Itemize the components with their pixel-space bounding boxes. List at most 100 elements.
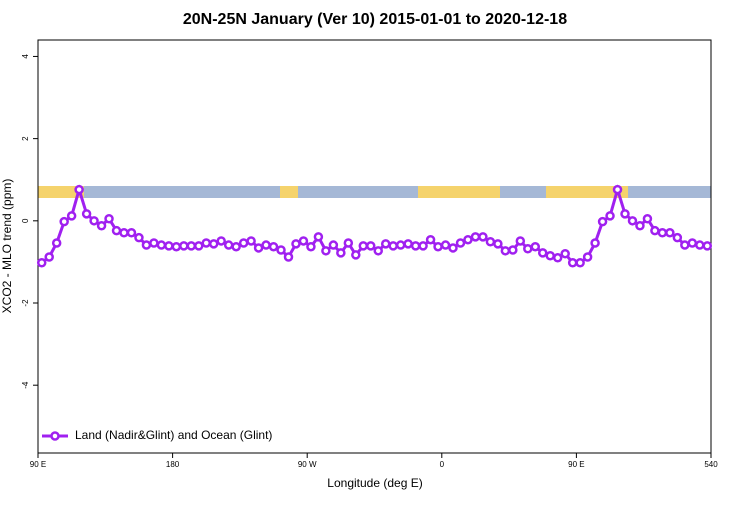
- data-point: [665, 227, 675, 238]
- data-point: [74, 184, 84, 195]
- data-point: [418, 241, 428, 251]
- data-point: [493, 239, 503, 249]
- data-point: [313, 232, 324, 242]
- legend-marker: [50, 431, 60, 441]
- data-point: [530, 241, 541, 252]
- data-point: [455, 238, 466, 248]
- data-point: [500, 246, 511, 256]
- x-tick-label: 180: [166, 460, 180, 469]
- data-point: [448, 243, 458, 253]
- data-point: [126, 227, 137, 238]
- data-point: [552, 253, 563, 263]
- x-tick-label: 0: [440, 460, 445, 469]
- data-point: [149, 238, 159, 248]
- y-tick-label: -4: [21, 381, 30, 389]
- data-point: [246, 236, 256, 246]
- data-point: [508, 245, 518, 255]
- data-point: [141, 240, 152, 250]
- data-point: [605, 211, 615, 221]
- data-point: [485, 237, 496, 247]
- data-point: [650, 225, 660, 236]
- data-point: [358, 241, 369, 251]
- data-point: [642, 214, 653, 224]
- data-point: [231, 241, 241, 252]
- data-point: [395, 240, 406, 250]
- data-point: [186, 241, 197, 251]
- data-point: [463, 234, 473, 245]
- data-point: [433, 241, 443, 252]
- legend-label: Land (Nadir&Glint) and Ocean (Glint): [75, 428, 272, 442]
- data-point: [36, 257, 47, 268]
- data-point: [336, 248, 346, 258]
- data-point: [538, 248, 548, 258]
- data-point: [612, 184, 623, 195]
- y-tick-label: 0: [21, 218, 30, 223]
- data-point: [478, 232, 488, 242]
- y-axis-label: XCO2 - MLO trend (ppm): [0, 179, 14, 314]
- data-point: [261, 240, 271, 250]
- data-point: [208, 239, 219, 249]
- data-point: [291, 239, 301, 249]
- x-tick-label: 90 E: [568, 460, 584, 469]
- data-point: [194, 241, 204, 251]
- data-point: [59, 216, 69, 227]
- x-tick-label: 90 W: [298, 460, 317, 469]
- data-point: [672, 232, 683, 243]
- land-patch: [546, 186, 628, 198]
- data-point: [351, 250, 361, 260]
- data-point: [590, 238, 600, 248]
- data-point: [66, 211, 77, 221]
- data-point: [380, 239, 391, 249]
- data-point: [134, 232, 144, 243]
- data-point: [410, 241, 421, 251]
- map-strip: [38, 186, 711, 198]
- data-point: [201, 238, 211, 248]
- data-point: [470, 232, 481, 242]
- data-point: [156, 240, 167, 250]
- data-point: [515, 236, 526, 246]
- data-point: [268, 241, 279, 252]
- land-patch: [38, 186, 84, 198]
- data-point: [567, 257, 578, 268]
- data-point: [238, 238, 249, 248]
- data-point: [164, 241, 174, 251]
- data-point: [328, 240, 339, 250]
- data-point: [388, 241, 398, 251]
- x-axis-label: Longitude (deg E): [327, 476, 422, 490]
- data-point: [702, 241, 713, 251]
- data-point: [635, 220, 645, 231]
- data-point: [104, 214, 114, 224]
- data-point: [223, 240, 234, 250]
- data-point: [575, 257, 585, 268]
- data-point: [366, 241, 376, 251]
- data-point: [51, 238, 62, 248]
- data-point: [373, 246, 383, 256]
- land-patch: [418, 186, 500, 198]
- data-point: [627, 216, 638, 226]
- x-tick-label: 90 E: [30, 460, 46, 469]
- data-point: [343, 238, 354, 248]
- data-point: [276, 245, 286, 255]
- data-point: [298, 236, 309, 246]
- data-point: [253, 243, 264, 253]
- data-point: [440, 240, 451, 250]
- data-point: [425, 234, 436, 245]
- data-point: [597, 216, 608, 227]
- x-tick-label: 540: [704, 460, 718, 469]
- data-point: [695, 240, 705, 250]
- data-point: [81, 209, 92, 219]
- data-point: [179, 241, 189, 251]
- data-point: [283, 252, 294, 262]
- data-point: [523, 244, 533, 254]
- chart-title: 20N-25N January (Ver 10) 2015-01-01 to 2…: [183, 11, 567, 28]
- data-point: [44, 252, 54, 262]
- data-point: [657, 227, 668, 238]
- data-point: [582, 252, 593, 262]
- data-point: [680, 240, 690, 250]
- data-point: [171, 241, 182, 252]
- y-tick-label: 4: [21, 54, 30, 59]
- data-point: [560, 248, 570, 259]
- data-point: [96, 220, 107, 231]
- data-point: [306, 241, 316, 252]
